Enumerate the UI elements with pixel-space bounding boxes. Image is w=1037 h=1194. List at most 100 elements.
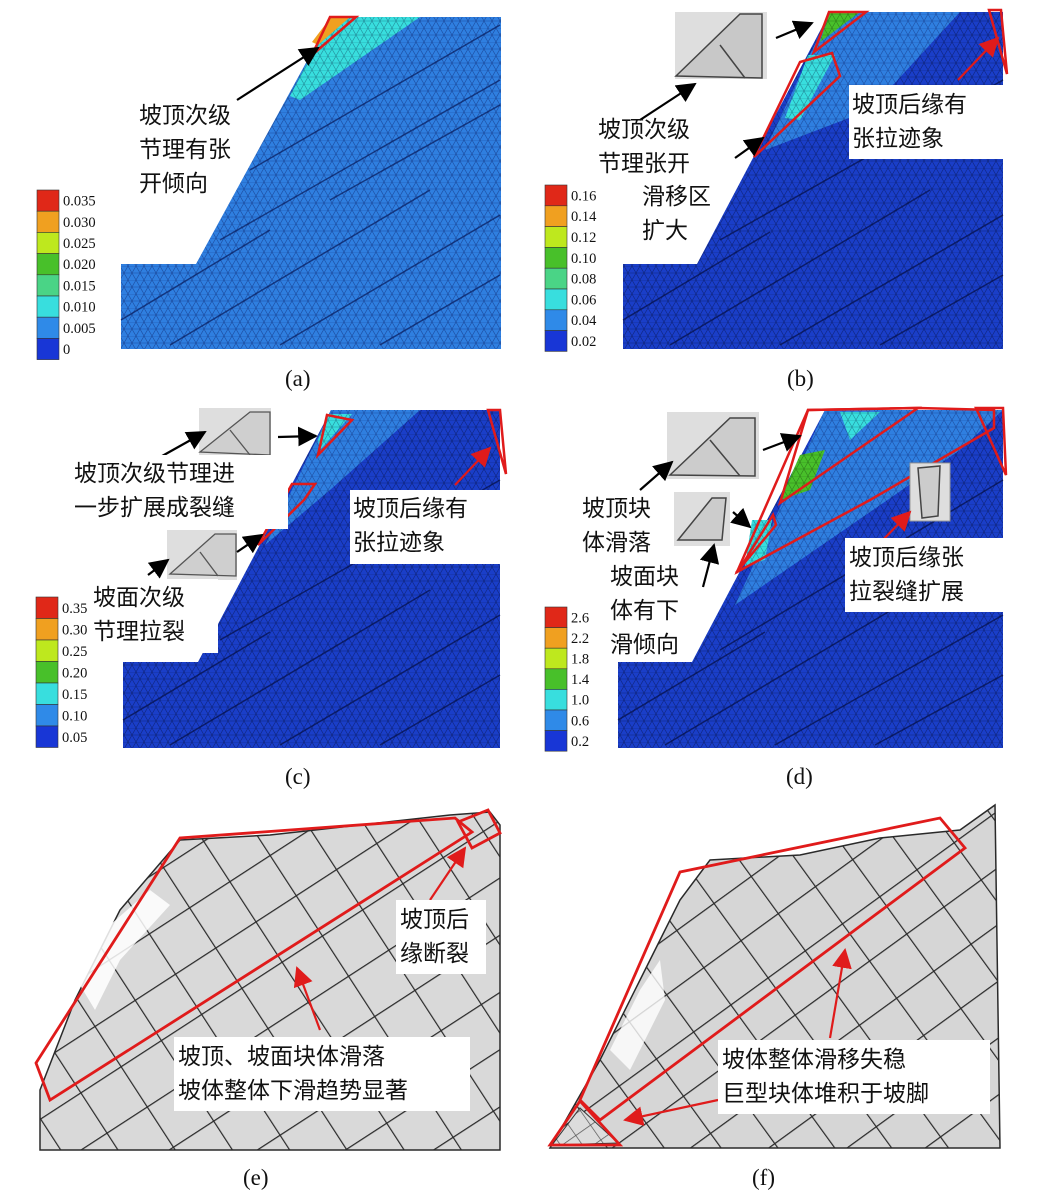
annotation-text: 坡顶后缘有 张拉迹象 [353, 496, 475, 556]
arrow [828, 948, 852, 1039]
annotation-text: 坡顶次级 节理张开 [598, 117, 697, 177]
legend-label: 2.2 [571, 631, 589, 647]
panel-caption: (f) [752, 1165, 775, 1190]
legend-swatch [35, 682, 59, 705]
legend: 0.035 0.030 0.025 0.020 0.015 0.010 0.005 0 [36, 189, 96, 360]
legend-label: 0.6 [571, 713, 589, 729]
legend-swatch [36, 210, 60, 233]
displaced-zone [265, 410, 420, 545]
highlight-box [974, 406, 1008, 476]
legend-label: 0.04 [571, 313, 597, 329]
legend-swatch [35, 618, 59, 641]
legend-swatch [36, 338, 60, 360]
legend-swatch [544, 309, 568, 331]
legend-swatch [544, 627, 568, 649]
legend-swatch [35, 725, 59, 748]
highlight-box [315, 413, 355, 460]
legend-label: 0.015 [63, 278, 96, 294]
highlight-box [811, 10, 870, 56]
displaced-zone-peak [312, 17, 350, 45]
annotation-text: 坡顶后缘有 张拉迹象 [852, 92, 974, 152]
legend-label: 1.4 [571, 672, 590, 688]
legend-label: 0.16 [571, 188, 596, 204]
panel-b: 坡顶次级 节理张开 滑移区 扩大 坡顶后缘有 张拉迹象 0.16 0.14 0.12… [544, 8, 1009, 391]
panel-f: 坡体整体滑移失稳 巨型块体堆积于坡脚 (f) [547, 803, 1001, 1190]
annotation-text: 坡顶次级 节理有张 开倾向 [139, 103, 238, 197]
arrow [639, 82, 697, 121]
slope-mesh [618, 410, 1003, 748]
displaced-zone [765, 12, 960, 150]
legend-label: 0.30 [62, 622, 87, 638]
panel-caption: (e) [243, 1165, 269, 1190]
highlight-box [486, 408, 508, 475]
arrow [236, 46, 320, 101]
legend-swatch [544, 668, 568, 690]
legend: 0.16 0.14 0.12 0.10 0.08 0.06 0.04 0.02 [544, 184, 597, 352]
legend-swatch [544, 247, 568, 269]
legend-label: 1.8 [571, 652, 589, 668]
legend-label: 0 [63, 342, 70, 358]
legend-swatch [544, 330, 568, 352]
legend-label: 0.030 [63, 215, 96, 231]
arrow [236, 533, 264, 554]
legend-label: 2.6 [571, 610, 589, 626]
legend-label: 0.06 [571, 292, 596, 308]
legend-swatch [35, 661, 59, 684]
legend-label: 1.0 [571, 693, 589, 709]
annotation-text: 坡顶后缘张 拉裂缝扩展 [849, 545, 971, 605]
label-bg [70, 455, 288, 529]
legend-label: 0.02 [571, 334, 596, 350]
legend-swatch [544, 184, 568, 207]
legend-label: 0.08 [571, 272, 596, 288]
legend: 2.6 2.2 1.8 1.4 1.0 0.6 0.2 [544, 606, 590, 752]
legend-swatch [36, 253, 60, 276]
legend-swatch [544, 205, 568, 227]
legend-label: 0.14 [571, 209, 597, 225]
legend-label: 0.025 [63, 236, 96, 252]
label-bg [396, 900, 486, 974]
label-bg [350, 490, 500, 564]
legend-swatch [544, 689, 568, 711]
annotation-text: 坡顶块 体滑落 [582, 496, 658, 556]
panel-caption: (c) [285, 764, 311, 789]
arrow [147, 558, 170, 579]
legend: 0.35 0.30 0.25 0.20 0.15 0.10 0.05 [35, 596, 87, 748]
legend-swatch [544, 709, 568, 731]
legend-swatch [36, 274, 60, 297]
legend-label: 0.010 [63, 300, 96, 316]
panel-caption: (d) [786, 764, 813, 789]
highlight-box [578, 816, 968, 1122]
legend-label: 0.005 [63, 321, 96, 337]
displaced-zone-green [820, 12, 860, 42]
arrow [734, 136, 765, 159]
legend-swatch [544, 647, 568, 670]
legend-label: 0.05 [62, 730, 87, 746]
annotation-text: 坡面块 体有下 滑倾向 [610, 564, 686, 658]
legend-label: 0.12 [571, 230, 596, 246]
legend-swatch [36, 232, 60, 254]
legend-label: 0.15 [62, 687, 87, 703]
highlight-box [456, 808, 502, 850]
displaced-zone [735, 410, 1003, 605]
arrow [775, 20, 814, 40]
arrow [293, 966, 322, 1031]
legend-label: 0.035 [63, 194, 96, 210]
legend-swatch [544, 267, 568, 290]
arrow [454, 446, 492, 486]
panel-d: 坡顶块 体滑落 坡面块 体有下 滑倾向 坡顶后缘张 拉裂缝扩展 2.6 2.2 1.… [544, 406, 1008, 789]
panel-a: 坡顶次级 节理有张 开倾向 0.0350.0300.0250.0200.0150… [36, 15, 501, 391]
legend-swatch [35, 704, 59, 727]
highlight-box [310, 15, 360, 56]
arrow [957, 36, 1000, 81]
annotation-text: 滑移区 扩大 [642, 184, 718, 244]
legend-swatch [544, 288, 568, 311]
label-bg [849, 85, 1009, 159]
inset-blocks [674, 12, 767, 79]
legend-label: 0.020 [63, 257, 96, 273]
highlight-box [734, 406, 996, 575]
displaced-zone-cyan [785, 55, 835, 120]
legend-label: 0.35 [62, 601, 87, 617]
label-bg [845, 538, 1003, 612]
legend-label: 0.10 [62, 708, 87, 724]
